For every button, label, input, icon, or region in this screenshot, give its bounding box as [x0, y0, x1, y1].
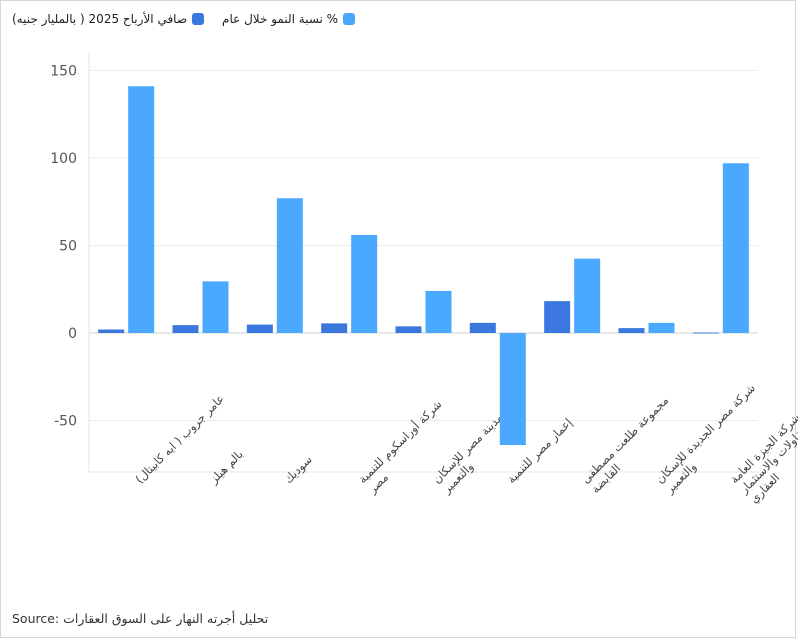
- legend-label-net-profit: صافي الأرباح 2025 ( بالمليار جنيه): [12, 12, 188, 26]
- bar-growth[interactable]: [351, 235, 378, 333]
- y-tick-label: -50: [54, 414, 77, 430]
- x-tick-label: سوديك: [281, 452, 315, 486]
- x-tick-label: بالم هيلز: [206, 447, 246, 487]
- source-note: Source: تحليل أجرته النهار على السوق الع…: [12, 611, 269, 626]
- legend-item-growth[interactable]: % نسبة النمو خلال عام: [222, 12, 356, 26]
- bar-growth[interactable]: [202, 281, 229, 333]
- bar-growth[interactable]: [648, 322, 675, 333]
- bar-growth[interactable]: [574, 258, 601, 333]
- bar-growth[interactable]: [722, 163, 749, 333]
- legend: صافي الأرباح 2025 ( بالمليار جنيه) % نسب…: [12, 12, 356, 26]
- bar-net-profit[interactable]: [98, 329, 125, 334]
- legend-swatch-net-profit: [192, 13, 205, 25]
- bar-net-profit[interactable]: [321, 323, 348, 333]
- bar-growth[interactable]: [499, 333, 526, 445]
- legend-swatch-growth: [343, 13, 356, 25]
- x-tick-label-line: سوديك: [281, 452, 315, 486]
- bar-net-profit[interactable]: [469, 322, 496, 333]
- x-tick-label-line: بالم هيلز: [206, 447, 246, 487]
- bar-net-profit[interactable]: [618, 328, 645, 333]
- bar-growth[interactable]: [128, 86, 155, 333]
- legend-label-growth: % نسبة النمو خلال عام: [222, 12, 339, 26]
- legend-item-net-profit[interactable]: صافي الأرباح 2025 ( بالمليار جنيه): [12, 12, 205, 26]
- bar-growth[interactable]: [425, 291, 452, 333]
- bar-net-profit[interactable]: [544, 301, 571, 333]
- bar-net-profit[interactable]: [172, 325, 199, 333]
- y-tick-label: 0: [68, 326, 77, 342]
- bar-net-profit[interactable]: [692, 332, 719, 334]
- y-tick-label: 50: [59, 239, 77, 255]
- bar-net-profit[interactable]: [246, 324, 273, 333]
- y-tick-label: 100: [50, 151, 77, 167]
- bar-growth[interactable]: [276, 198, 303, 333]
- y-tick-label: 150: [50, 64, 77, 80]
- bar-net-profit[interactable]: [395, 326, 422, 333]
